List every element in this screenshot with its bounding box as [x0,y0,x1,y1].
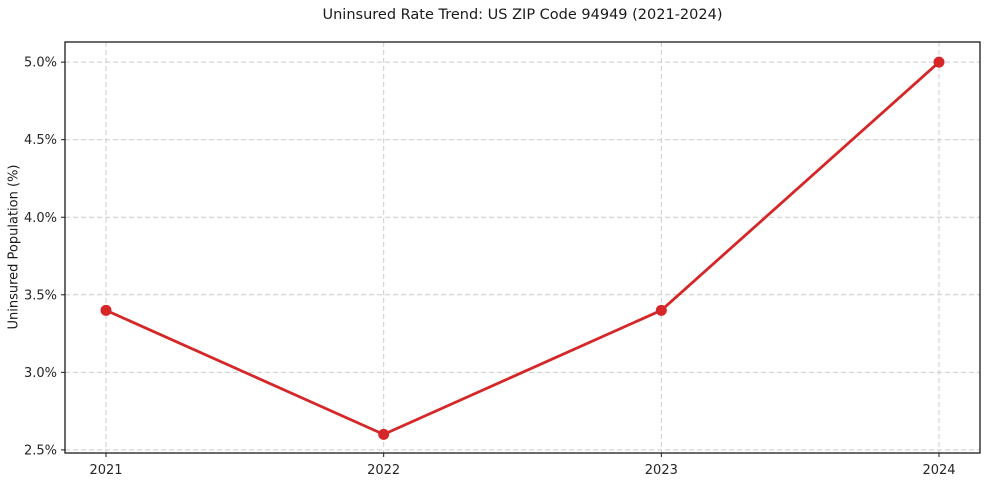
data-point [933,56,945,68]
data-point [378,428,390,440]
y-tick-label: 3.0% [24,366,57,381]
x-tick-label: 2023 [645,463,678,478]
x-tick-label: 2022 [367,463,400,478]
trend-line [104,60,941,436]
y-tick-label: 3.5% [24,288,57,303]
x-tick-label: 2021 [89,463,122,478]
y-tick-label: 2.5% [24,443,57,458]
y-axis-label: Uninsured Population (%) [6,164,22,330]
x-tick-label: 2024 [922,463,955,478]
y-tick-label: 4.0% [24,211,57,226]
chart-title: Uninsured Rate Trend: US ZIP Code 94949 … [322,7,723,23]
y-tick-label: 5.0% [24,56,57,71]
plot-border [64,41,981,454]
y-tick-label: 4.5% [24,133,57,148]
data-point [655,304,667,316]
data-point [100,304,112,316]
